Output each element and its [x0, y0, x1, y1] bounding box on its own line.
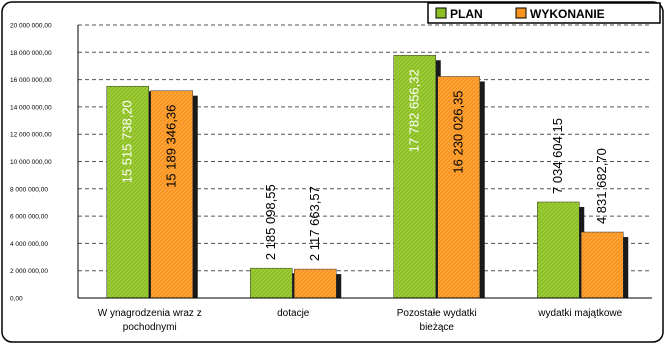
bar-wykonanie	[581, 231, 624, 299]
legend-swatch	[435, 7, 447, 19]
data-label: 2 117 663,57	[307, 186, 322, 261]
x-category-label: dotacje	[277, 308, 310, 319]
y-tick-label: 18 000 000,00	[10, 50, 52, 57]
bar-wykonanie	[294, 268, 337, 299]
bar-plan	[250, 267, 293, 299]
y-tick-label: 8 000 000,00	[10, 186, 48, 193]
bar-wykonanie	[150, 90, 193, 299]
data-label: 2 185 098,55	[263, 184, 278, 260]
x-category-label: W ynagrodzenia wraz z	[98, 308, 202, 319]
data-label: 16 230 026,35	[451, 90, 466, 173]
bar-plan	[106, 85, 149, 299]
x-category-label: bieżące	[420, 322, 455, 333]
x-category-label: wydatki majątkowe	[537, 308, 622, 319]
bar-plan	[537, 201, 580, 299]
y-tick-label: 10 000 000,00	[10, 159, 52, 166]
data-label: 15 189 346,36	[164, 105, 179, 188]
data-label: 4 831 682,70	[594, 148, 609, 224]
x-category-label: Pozostałe wydatki	[397, 308, 477, 319]
legend-box	[427, 2, 661, 24]
x-category-label: pochodnymi	[123, 322, 177, 333]
y-tick-label: 16 000 000,00	[10, 77, 52, 84]
y-tick-label: 4 000 000,00	[10, 241, 48, 248]
legend-label: PLAN	[450, 7, 483, 21]
y-tick-label: 2 000 000,00	[10, 268, 48, 275]
bar-plan	[393, 55, 436, 299]
data-label: 15 515 738,20	[120, 100, 135, 183]
y-tick-label: 12 000 000,00	[10, 132, 52, 139]
data-label: 17 782 656,32	[407, 69, 422, 152]
y-tick-label: 14 000 000,00	[10, 104, 52, 111]
y-tick-label: 0,00	[10, 296, 23, 303]
legend-label: WYKONANIE	[530, 7, 605, 21]
bar-wykonanie	[437, 76, 480, 299]
legend-swatch	[515, 7, 527, 19]
y-tick-label: 6 000 000,00	[10, 214, 48, 221]
y-tick-label: 20 000 000,00	[10, 23, 52, 30]
data-label: 7 034 604,15	[550, 118, 565, 194]
